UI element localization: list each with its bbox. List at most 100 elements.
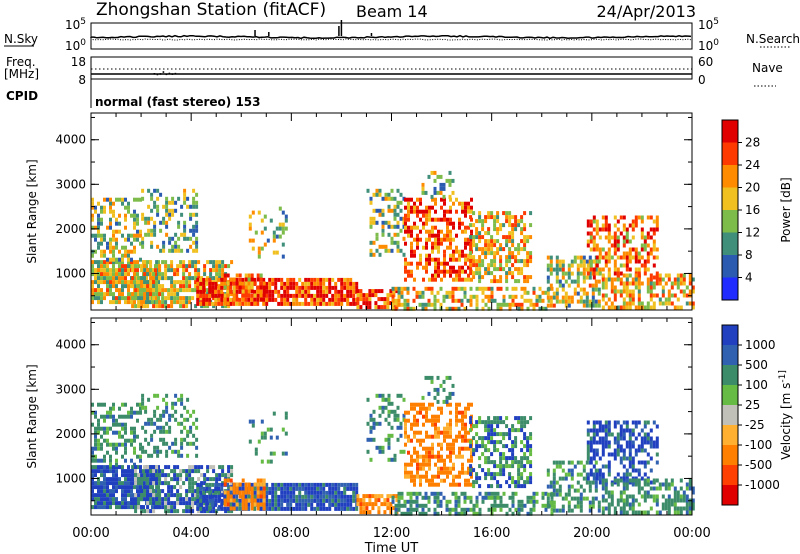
heatmap-cell <box>416 430 419 435</box>
heatmap-cell <box>628 259 632 264</box>
heatmap-cell <box>458 249 461 254</box>
heatmap-cell <box>508 255 512 260</box>
heatmap-cell <box>508 259 512 264</box>
heatmap-cell <box>484 491 488 496</box>
heatmap-cell <box>206 509 210 514</box>
heatmap-cell <box>100 446 103 451</box>
heatmap-cell <box>263 242 267 247</box>
heatmap-cell <box>470 229 473 234</box>
heatmap-cell <box>173 485 177 490</box>
heatmap-cell <box>212 264 216 269</box>
heatmap-cell <box>136 221 139 226</box>
heatmap-cell <box>235 289 239 294</box>
heatmap-cell <box>616 472 620 477</box>
heatmap-cell <box>646 432 650 437</box>
heatmap-cell <box>226 301 230 306</box>
heatmap-cell <box>203 477 207 482</box>
heatmap-cell <box>157 260 160 265</box>
heatmap-cell <box>377 305 381 310</box>
heatmap-cell <box>415 491 419 496</box>
heatmap-cell <box>369 220 373 225</box>
heatmap-cell <box>451 507 455 512</box>
heatmap-cell <box>511 239 515 244</box>
heatmap-cell <box>558 484 562 489</box>
heatmap-cell <box>162 397 166 402</box>
heatmap-cell <box>449 257 452 262</box>
heatmap-cell <box>397 290 401 295</box>
freq-point <box>159 73 162 75</box>
heatmap-cell <box>91 422 94 427</box>
heatmap-cell <box>200 465 204 470</box>
heatmap-cell <box>613 259 617 264</box>
heatmap-cell <box>199 277 203 282</box>
heatmap-cell <box>235 482 239 487</box>
heatmap-cell <box>496 495 500 500</box>
heatmap-cell <box>115 497 118 502</box>
heatmap-cell <box>413 434 416 439</box>
heatmap-cell <box>461 438 464 443</box>
freq-point <box>165 73 168 76</box>
heatmap-cell <box>622 452 626 457</box>
heatmap-cell <box>386 498 390 503</box>
heatmap-cell <box>334 297 338 302</box>
heatmap-cell <box>514 215 518 220</box>
heatmap-cell <box>442 495 446 500</box>
heatmap-cell <box>469 420 473 425</box>
heatmap-cell <box>514 440 518 445</box>
heatmap-cell <box>667 301 671 306</box>
heatmap-cell <box>589 231 593 236</box>
heatmap-cell <box>118 465 121 470</box>
heatmap-cell <box>349 293 353 298</box>
heatmap-cell <box>164 493 168 498</box>
heatmap-cell <box>97 272 100 277</box>
heatmap-cell <box>439 383 443 388</box>
heatmap-cell <box>124 205 127 210</box>
heatmap-cell <box>552 480 556 485</box>
heatmap-cell <box>97 489 100 494</box>
heatmap-cell <box>589 468 593 473</box>
heatmap-cell <box>301 289 305 294</box>
heatmap-cell <box>451 383 455 388</box>
heatmap-cell <box>416 418 419 423</box>
heatmap-cell <box>227 469 231 474</box>
heatmap-cell <box>470 277 473 282</box>
heatmap-cell <box>121 272 124 277</box>
heatmap-cell <box>274 506 278 511</box>
heatmap-cell <box>550 286 554 291</box>
heatmap-cell <box>579 255 583 260</box>
heatmap-cell <box>218 465 222 470</box>
heatmap-cell <box>271 293 275 298</box>
heatmap-cell <box>162 240 166 245</box>
heatmap-cell <box>257 246 261 251</box>
heatmap-cell <box>127 414 130 419</box>
heatmap-cell <box>552 472 556 477</box>
heatmap-cell <box>375 188 379 193</box>
heatmap-cell <box>247 293 251 298</box>
heatmap-cell <box>421 503 425 508</box>
heatmap-cell <box>589 436 593 441</box>
heatmap-cell <box>155 505 159 510</box>
heatmap-cell <box>217 297 221 302</box>
heatmap-cell <box>586 243 590 248</box>
heatmap-cell <box>451 298 455 303</box>
heatmap-cell <box>141 449 145 454</box>
heatmap-cell <box>259 293 263 298</box>
heatmap-cell <box>391 306 395 311</box>
heatmap-cell <box>325 506 329 511</box>
heatmap-cell <box>208 490 212 495</box>
heatmap-cell <box>170 268 174 273</box>
heatmap-cell <box>188 509 192 514</box>
heatmap-cell <box>112 296 115 301</box>
heatmap-cell <box>451 290 455 295</box>
heatmap-cell <box>369 413 373 418</box>
heatmap-cell <box>410 229 413 234</box>
heatmap-cell <box>97 446 100 451</box>
heatmap-cell <box>517 503 521 508</box>
heatmap-cell <box>340 293 344 298</box>
heatmap-cell <box>424 511 428 516</box>
heatmap-cell <box>143 268 147 273</box>
heatmap-cell <box>478 267 482 272</box>
heatmap-cell <box>561 267 565 272</box>
heatmap-cell <box>112 402 115 407</box>
heatmap-cell <box>161 505 165 510</box>
